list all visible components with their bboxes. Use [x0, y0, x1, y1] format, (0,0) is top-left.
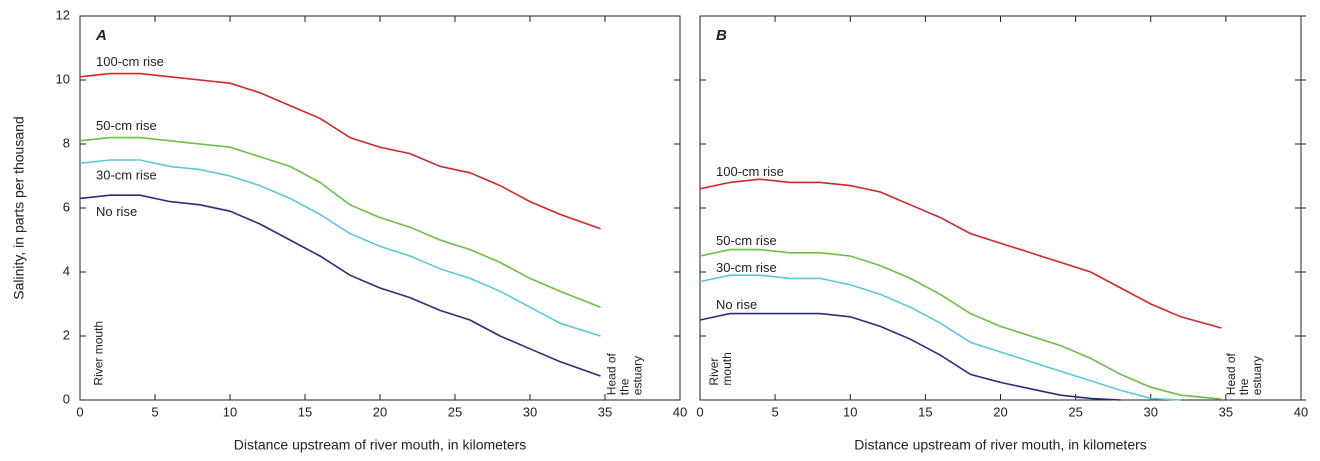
series-label: 50-cm rise — [716, 233, 777, 248]
series-line — [699, 274, 1181, 401]
y-axis-label: Salinity, in parts per thousand — [11, 116, 27, 299]
series-label: No rise — [716, 297, 757, 312]
series-label: 100-cm rise — [716, 164, 784, 179]
panel-label: B — [716, 27, 727, 44]
x-tick-label: 0 — [76, 404, 83, 419]
x-tick-label: 35 — [1219, 404, 1233, 419]
annotation: estuary — [631, 356, 645, 395]
series-label: 30-cm rise — [716, 260, 777, 275]
series-line — [79, 72, 601, 230]
x-tick-label: 5 — [151, 404, 158, 419]
plot-frame — [79, 15, 681, 401]
x-tick-label: 10 — [843, 404, 857, 419]
annotation: the — [1237, 378, 1251, 395]
y-tick-label: 12 — [56, 7, 70, 22]
x-tick-label: 35 — [598, 404, 612, 419]
x-axis-label: Distance upstream of river mouth, in kil… — [234, 437, 527, 453]
panel-label: A — [95, 27, 107, 44]
x-tick-label: 40 — [1294, 404, 1308, 419]
x-tick-label: 40 — [673, 404, 687, 419]
y-tick-label: 6 — [63, 199, 70, 214]
plot-frame — [699, 15, 1302, 401]
x-tick-label: 30 — [523, 404, 537, 419]
x-tick-label: 0 — [696, 404, 703, 419]
x-tick-label: 15 — [298, 404, 312, 419]
x-tick-label: 10 — [223, 404, 237, 419]
annotation: Head of — [1224, 353, 1238, 396]
y-tick-label: 4 — [63, 263, 70, 278]
y-tick-label: 2 — [63, 327, 70, 342]
x-tick-label: 20 — [993, 404, 1007, 419]
annotation: mouth — [720, 352, 734, 385]
series-line — [699, 312, 1121, 401]
annotation: estuary — [1250, 356, 1264, 395]
y-tick-label: 0 — [63, 391, 70, 406]
y-tick-label: 10 — [56, 71, 70, 86]
series-label: 100-cm rise — [96, 54, 164, 69]
x-tick-label: 15 — [918, 404, 932, 419]
series-label: 30-cm rise — [96, 167, 157, 182]
x-tick-label: 25 — [448, 404, 462, 419]
annotation: River — [707, 358, 721, 386]
series-line — [79, 136, 601, 308]
annotation: Head of — [605, 353, 619, 396]
series-label: 50-cm rise — [96, 118, 157, 133]
annotation: the — [618, 378, 632, 395]
series-line — [699, 178, 1222, 329]
series-line — [699, 248, 1222, 400]
series-line — [79, 194, 601, 377]
annotation: River mouth — [92, 321, 106, 386]
x-tick-label: 20 — [373, 404, 387, 419]
x-tick-label: 25 — [1068, 404, 1082, 419]
x-tick-label: 5 — [772, 404, 779, 419]
y-tick-label: 8 — [63, 135, 70, 150]
series-label: No rise — [96, 204, 137, 219]
series-line — [79, 159, 601, 337]
x-axis-label: Distance upstream of river mouth, in kil… — [854, 437, 1147, 453]
x-tick-label: 30 — [1144, 404, 1158, 419]
